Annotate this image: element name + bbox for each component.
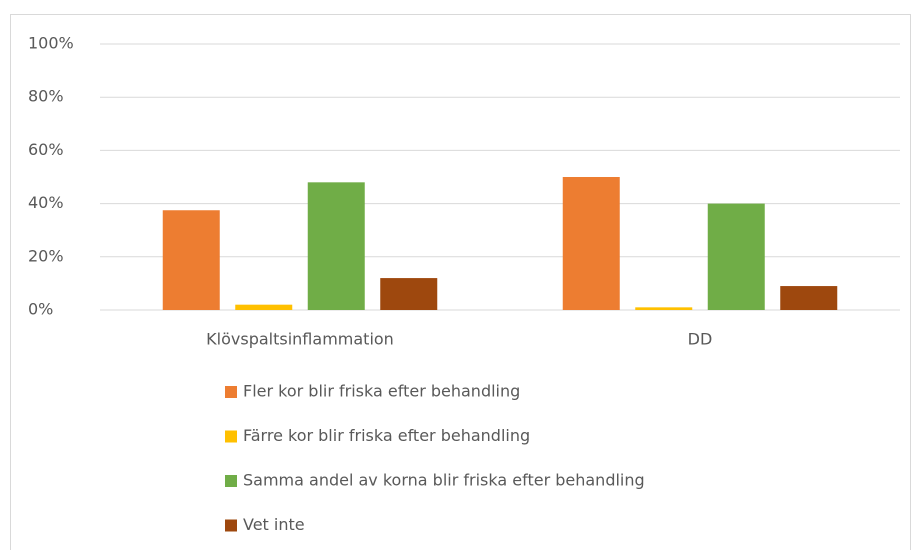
bar xyxy=(562,177,620,310)
legend-label: Färre kor blir friska efter behandling xyxy=(243,426,530,445)
y-tick-label: 20% xyxy=(28,246,64,265)
x-tick-label: Klövspaltsinflammation xyxy=(206,330,394,349)
bar xyxy=(707,203,765,310)
y-tick-label: 0% xyxy=(28,300,53,319)
bar xyxy=(162,210,220,310)
chart-border xyxy=(10,14,911,550)
bar xyxy=(635,307,693,310)
legend-label: Samma andel av korna blir friska efter b… xyxy=(243,471,645,490)
y-tick-label: 80% xyxy=(28,87,64,106)
bar xyxy=(307,182,365,310)
legend-label: Vet inte xyxy=(243,515,305,534)
bar xyxy=(380,278,438,310)
bar xyxy=(780,286,838,310)
y-tick-label: 40% xyxy=(28,193,64,212)
legend-swatch xyxy=(225,386,237,398)
y-tick-label: 100% xyxy=(28,34,74,53)
bar xyxy=(235,304,293,310)
legend-swatch xyxy=(225,475,237,487)
legend-swatch xyxy=(225,519,237,532)
x-tick-label: DD xyxy=(688,330,713,349)
legend-label: Fler kor blir friska efter behandling xyxy=(243,382,520,401)
legend-swatch xyxy=(225,430,237,443)
y-tick-label: 60% xyxy=(28,140,64,159)
